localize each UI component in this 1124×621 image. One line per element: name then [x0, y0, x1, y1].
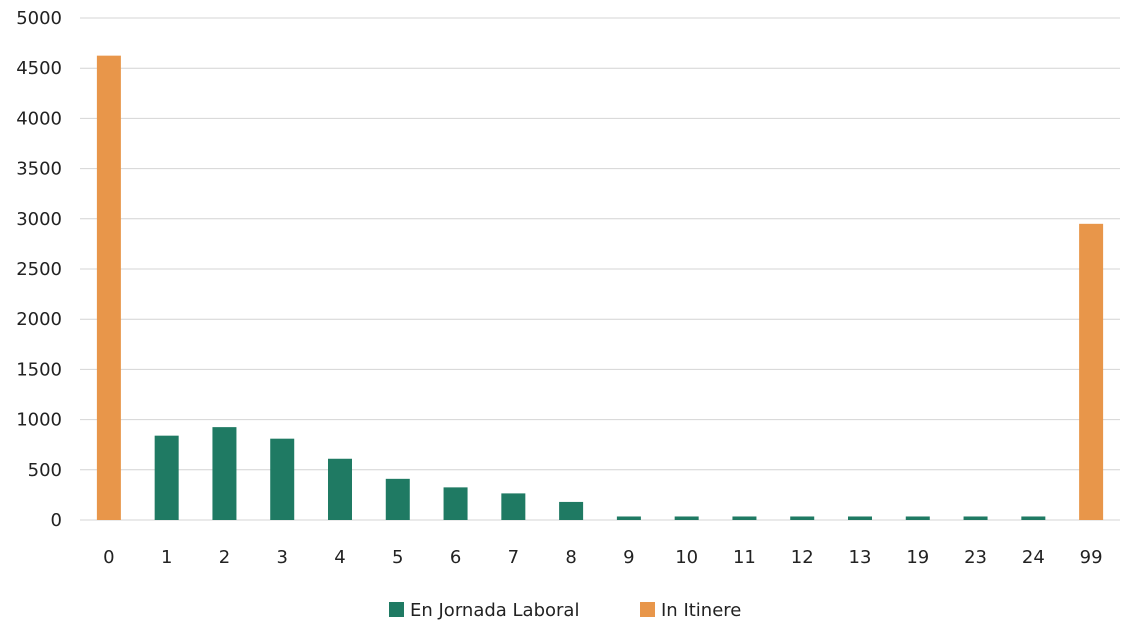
bar-en-jornada-laboral-1 — [154, 435, 179, 520]
bar-en-jornada-laboral-2 — [212, 427, 237, 520]
y-tick-label: 2000 — [16, 309, 62, 330]
x-tick-label: 23 — [964, 547, 987, 568]
y-tick-label: 1500 — [16, 359, 62, 380]
bar-en-jornada-laboral-24 — [1021, 516, 1046, 520]
y-tick-label: 3000 — [16, 209, 62, 230]
x-tick-label: 6 — [450, 547, 461, 568]
x-axis-ticks: 0 1 2 3 4 5 6 7 8 9 10 11 12 13 19 23 24 99 — [103, 547, 1102, 568]
x-tick-label: 12 — [791, 547, 814, 568]
x-tick-label: 19 — [906, 547, 929, 568]
x-tick-label: 1 — [161, 547, 172, 568]
legend-swatch-en-jornada-laboral — [389, 602, 404, 617]
bar-in-itinere-99 — [1079, 223, 1104, 520]
y-axis-ticks: 0 500 1000 1500 2000 2500 3000 3500 4000 4500 5000 — [16, 8, 62, 531]
y-tick-label: 5000 — [16, 8, 62, 29]
legend-swatch-in-itinere — [640, 602, 655, 617]
y-tick-label: 1000 — [16, 410, 62, 431]
legend-label-in-itinere: In Itinere — [661, 600, 741, 621]
x-tick-label: 4 — [334, 547, 345, 568]
x-tick-label: 3 — [276, 547, 287, 568]
y-tick-label: 3500 — [16, 159, 62, 180]
bar-en-jornada-laboral-19 — [905, 516, 930, 520]
x-tick-label: 24 — [1022, 547, 1045, 568]
legend: En Jornada Laboral In Itinere — [389, 600, 741, 621]
x-tick-label: 9 — [623, 547, 634, 568]
bar-en-jornada-laboral-6 — [443, 487, 468, 520]
x-tick-label: 7 — [508, 547, 519, 568]
y-tick-label: 4000 — [16, 108, 62, 129]
bar-en-jornada-laboral-4 — [328, 458, 352, 520]
gridlines — [80, 17, 1120, 521]
x-tick-label: 2 — [219, 547, 230, 568]
y-tick-label: 2500 — [16, 259, 62, 280]
bar-in-itinere-0 — [96, 55, 121, 521]
x-tick-label: 0 — [103, 547, 114, 568]
y-tick-label: 4500 — [16, 58, 62, 79]
x-tick-label: 13 — [849, 547, 872, 568]
bar-en-jornada-laboral-23 — [963, 516, 988, 520]
bar-en-jornada-laboral-10 — [674, 516, 699, 520]
bar-en-jornada-laboral-5 — [385, 478, 410, 520]
y-tick-label: 500 — [28, 460, 62, 481]
y-tick-label: 0 — [51, 510, 62, 531]
x-tick-label: 8 — [565, 547, 576, 568]
bar-en-jornada-laboral-13 — [848, 516, 872, 520]
bar-en-jornada-laboral-9 — [616, 516, 641, 520]
x-tick-label: 99 — [1080, 547, 1103, 568]
bar-en-jornada-laboral-7 — [501, 493, 526, 520]
x-tick-label: 5 — [392, 547, 403, 568]
bar-en-jornada-laboral-12 — [790, 516, 815, 520]
x-tick-label: 10 — [675, 547, 698, 568]
x-tick-label: 11 — [733, 547, 756, 568]
legend-label-en-jornada-laboral: En Jornada Laboral — [410, 600, 579, 621]
bar-en-jornada-laboral-3 — [270, 438, 295, 520]
bars — [96, 55, 1104, 521]
bar-en-jornada-laboral-8 — [559, 501, 584, 520]
bar-en-jornada-laboral-11 — [732, 516, 757, 520]
